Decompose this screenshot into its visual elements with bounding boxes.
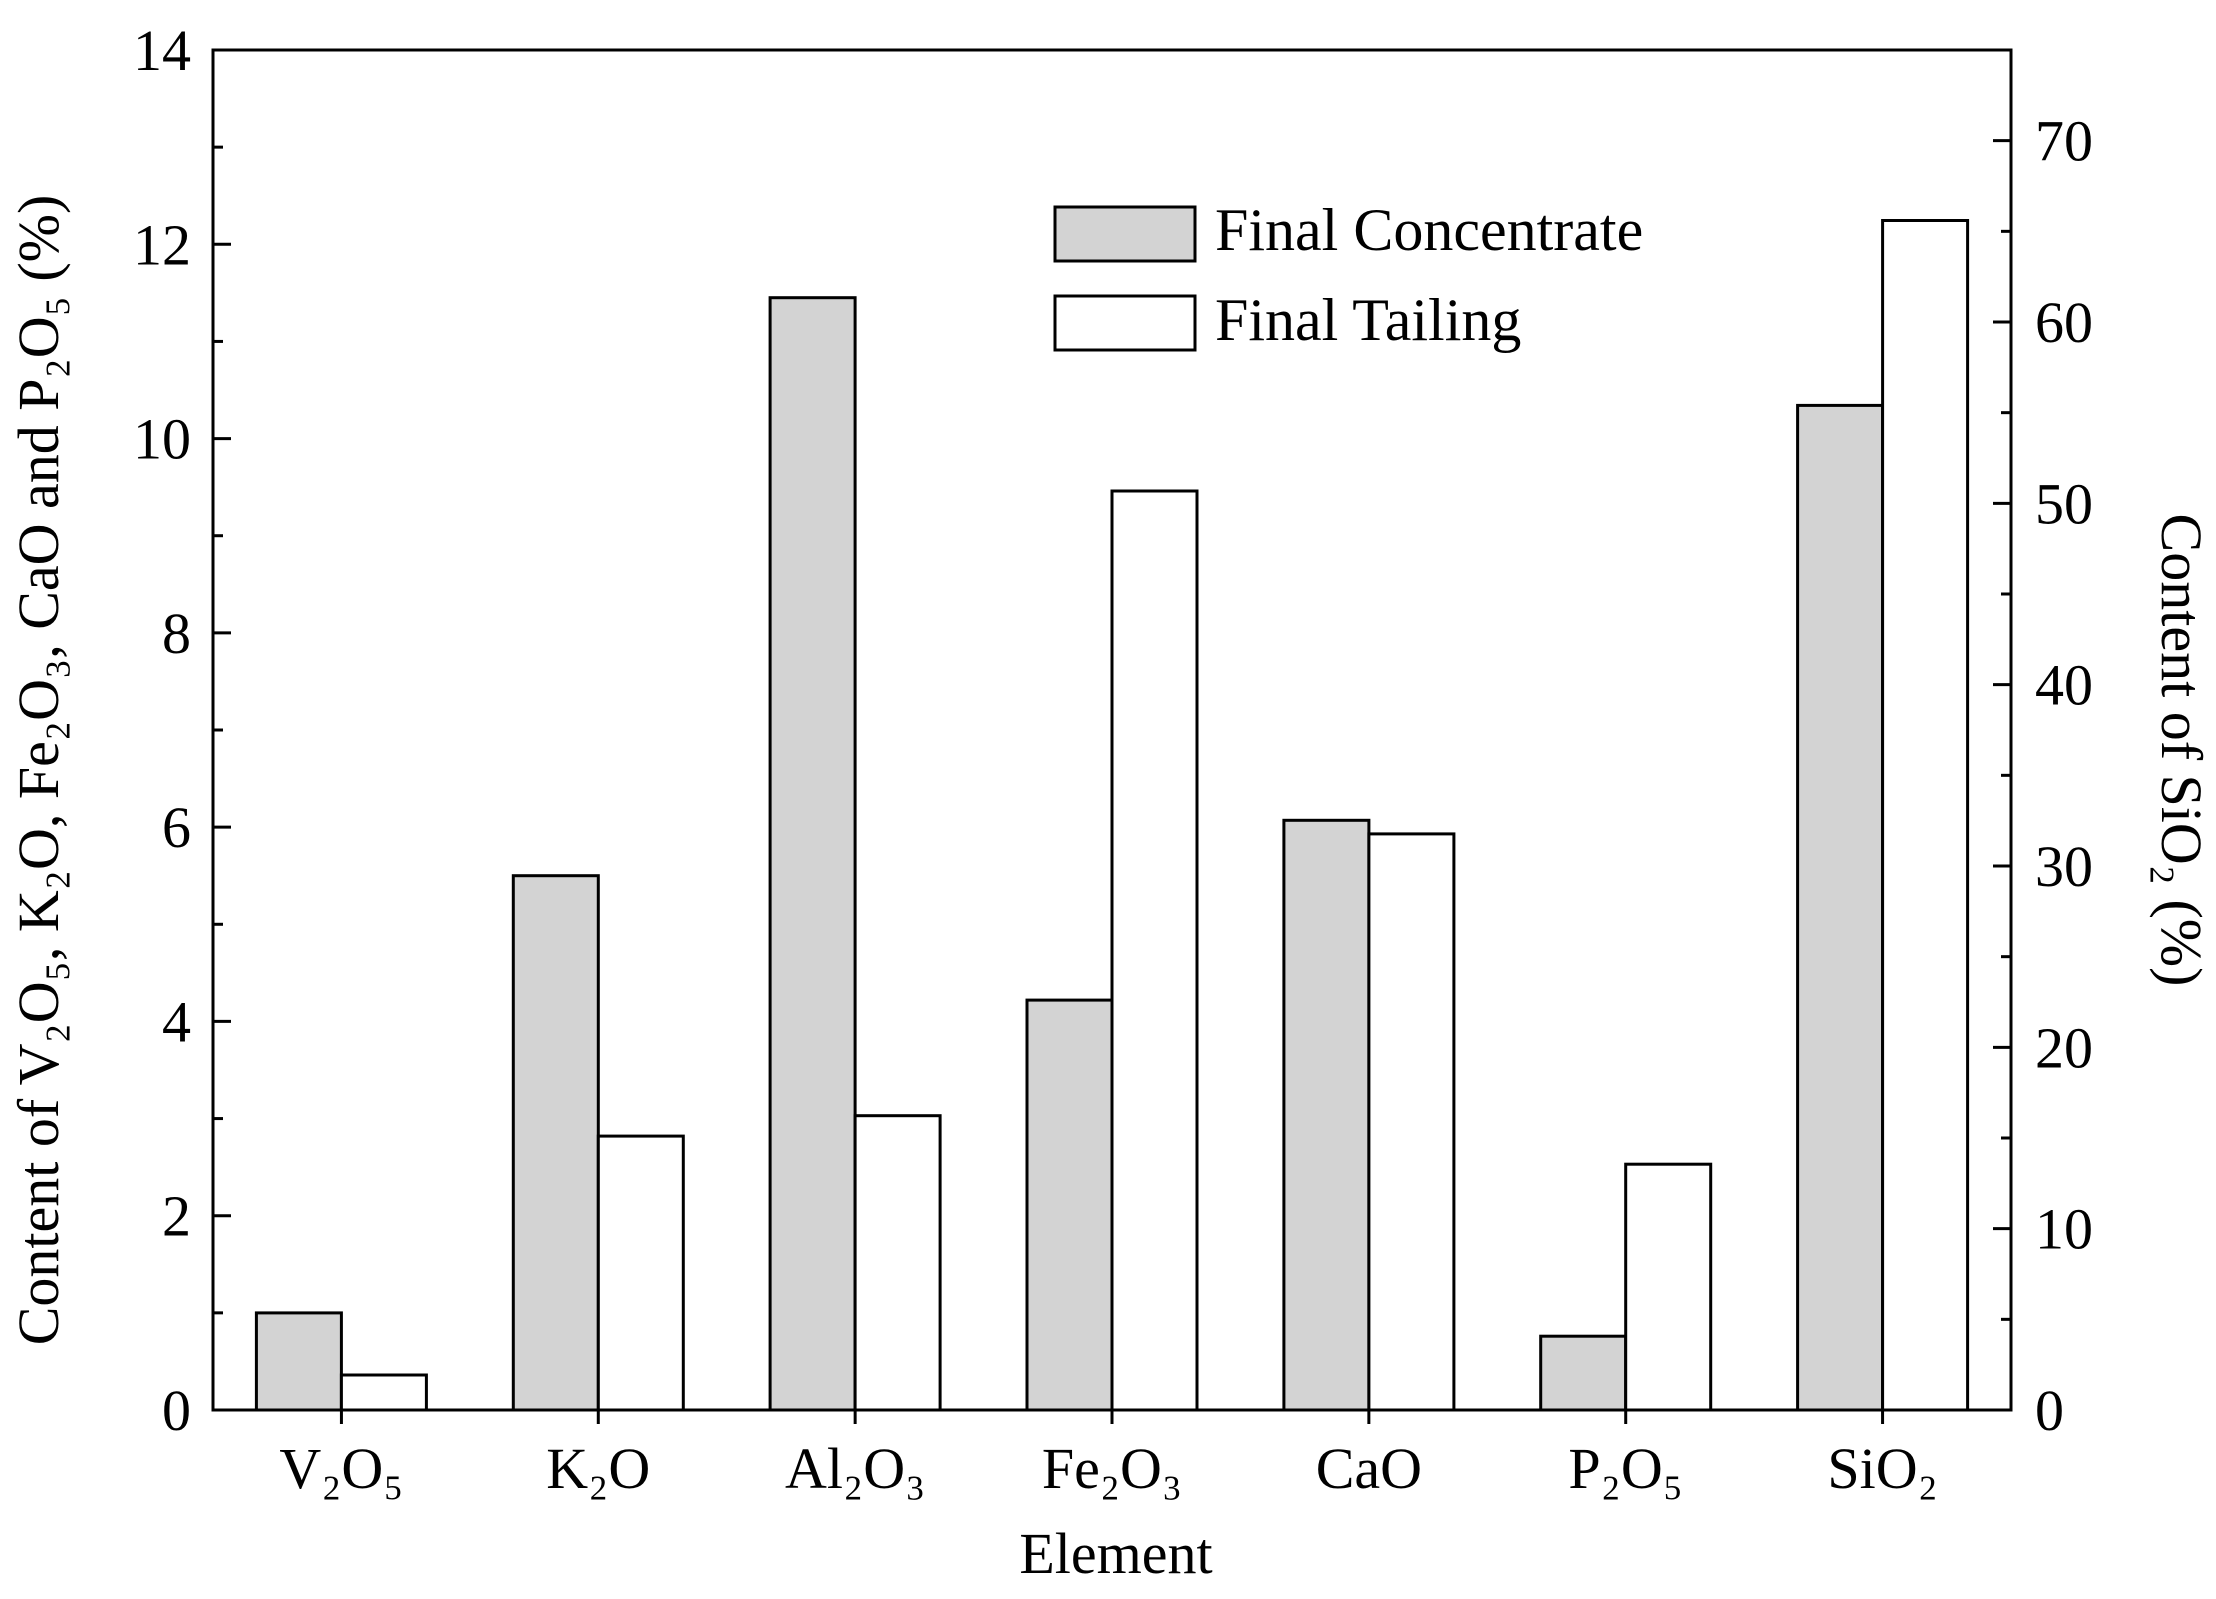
bar-final-tailing-0 (339, 1373, 428, 1412)
y-left-tick-label: 10 (133, 407, 191, 472)
y-right-tick-label: 50 (2035, 471, 2093, 536)
bar-final-concentrate-6 (1796, 403, 1885, 1412)
y-right-tick-label: 20 (2035, 1015, 2093, 1080)
x-tick-label: P₂O₅ (1568, 1436, 1683, 1501)
y-right-tick-label: 10 (2035, 1197, 2093, 1262)
bar-final-tailing-6 (1881, 219, 1970, 1412)
x-tick-label: Al₂O₃ (785, 1436, 925, 1501)
y-left-tick-label: 0 (162, 1378, 191, 1443)
bar-final-concentrate-0 (254, 1311, 343, 1412)
y-right-tick-label: 70 (2035, 109, 2093, 174)
y-right-tick-label: 30 (2035, 834, 2093, 899)
y-left-tick-label: 4 (162, 989, 191, 1054)
ticks-group: 0 2 4 6 8 10 12 14 0 10 20 30 40 50 60 70 (133, 18, 2093, 1443)
legend-label-final-tailing: Final Tailing (1215, 287, 1521, 353)
y-right-tick-label: 40 (2035, 653, 2093, 718)
y-left-tick-label: 6 (162, 795, 191, 860)
x-tick-label: Fe₂O₃ (1042, 1436, 1182, 1501)
legend-swatch-final-tailing (1053, 294, 1197, 352)
y-left-tick-label: 12 (133, 212, 191, 277)
y-left-tick-label: 14 (133, 18, 191, 83)
y-axis-label-left: Content of V₂O₅, K₂O, Fe₂O₃, CaO and P₂O… (6, 195, 71, 1346)
bar-final-concentrate-1 (511, 874, 600, 1412)
bar-final-tailing-2 (853, 1114, 942, 1412)
y-left-tick-label: 8 (162, 601, 191, 666)
bar-final-tailing-5 (1624, 1162, 1713, 1412)
y-right-tick-label: 60 (2035, 290, 2093, 355)
y-right-tick-label: 0 (2035, 1378, 2064, 1443)
x-tick-label: CaO (1316, 1436, 1422, 1501)
x-tick-label: V₂O₅ (279, 1436, 403, 1501)
bar-final-concentrate-4 (1282, 818, 1371, 1412)
bar-final-concentrate-2 (768, 296, 857, 1412)
bar-final-tailing-1 (596, 1134, 685, 1412)
legend: Final Concentrate Final Tailing (1053, 197, 1643, 353)
bar-final-concentrate-5 (1539, 1334, 1628, 1412)
bar-final-tailing-4 (1367, 832, 1456, 1412)
x-tick-label: SiO₂ (1827, 1436, 1937, 1501)
x-tick-labels: V₂O₅ K₂O Al₂O₃ Fe₂O₃ CaO P₂O₅ SiO₂ (279, 1436, 1937, 1501)
x-tick-label: K₂O (546, 1436, 650, 1501)
plot-frame (211, 48, 2013, 1412)
bar-final-tailing-3 (1110, 489, 1199, 1412)
legend-label-final-concentrate: Final Concentrate (1215, 197, 1643, 263)
legend-swatch-final-concentrate (1053, 205, 1197, 263)
x-axis-label: Element (1019, 1521, 1212, 1586)
y-axis-label-right: Content of SiO₂ (%) (2149, 514, 2214, 987)
bar-final-concentrate-3 (1025, 998, 1114, 1412)
y-left-tick-label: 2 (162, 1184, 191, 1249)
bars-group (254, 219, 1970, 1412)
